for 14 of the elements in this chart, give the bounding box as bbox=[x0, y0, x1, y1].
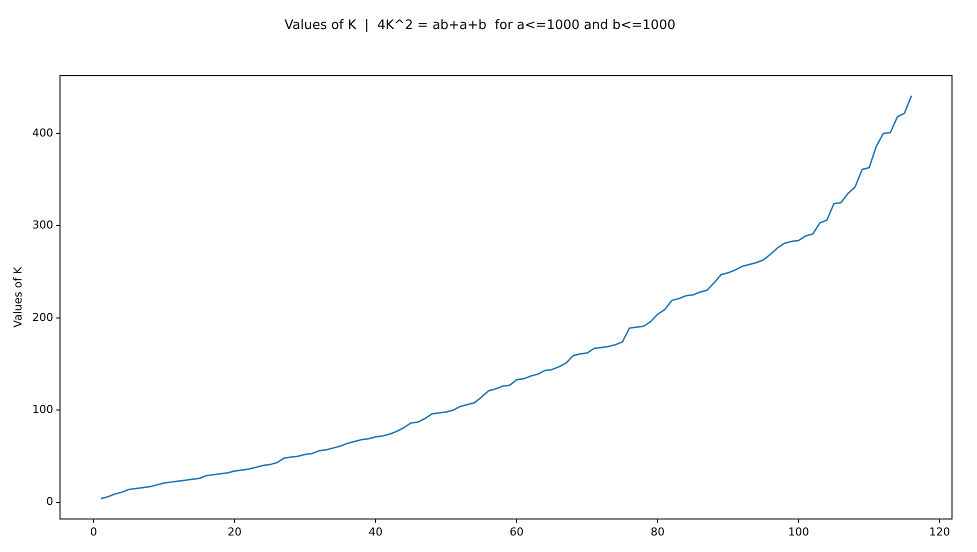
y-tick-label: 200 bbox=[32, 310, 54, 324]
y-tick-label: 100 bbox=[32, 403, 54, 416]
x-tick-label: 40 bbox=[368, 525, 383, 538]
x-tick-label: 20 bbox=[228, 525, 242, 538]
chart-title: Values of K | 4K^2 = ab+a+b for a<=1000 and b<=1000 bbox=[284, 18, 676, 34]
y-tick-label: 300 bbox=[32, 218, 54, 232]
x-tick-label: 120 bbox=[929, 525, 950, 538]
x-tick-label: 60 bbox=[510, 525, 524, 538]
y-tick-label: 0 bbox=[46, 495, 54, 508]
x-tick-label: 80 bbox=[650, 525, 665, 538]
y-axis-title: Values of K bbox=[11, 266, 24, 328]
x-tick-label: 100 bbox=[788, 525, 810, 538]
x-tick-label: 0 bbox=[90, 525, 98, 538]
y-tick-label: 400 bbox=[32, 126, 54, 140]
